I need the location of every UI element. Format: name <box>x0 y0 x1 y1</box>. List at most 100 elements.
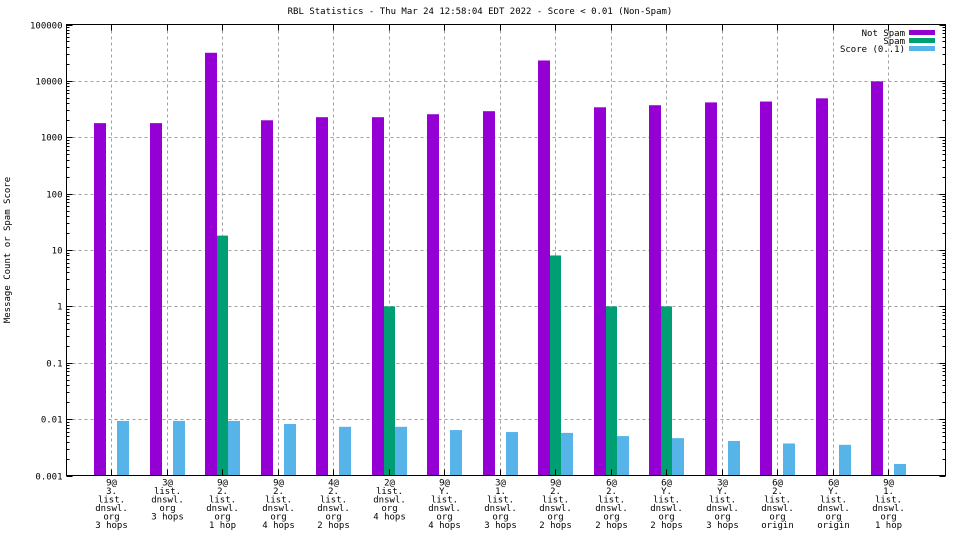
bar-not-spam <box>427 114 439 475</box>
x-tick-label: 6@ Y. list. dnswl. org origin <box>817 479 850 532</box>
x-tick-label-line: org <box>436 513 452 523</box>
x-tick-label-line: org <box>381 504 397 514</box>
x-tick-label-line: dnswl. <box>761 504 794 514</box>
bar-score-0-1 <box>117 420 129 475</box>
x-tick-label-line: 6@ <box>828 479 839 489</box>
bar-not-spam <box>705 102 717 476</box>
bar-not-spam <box>760 101 772 476</box>
x-tick-label: 6@ Y. list. dnswl. org 2 hops <box>650 479 683 532</box>
x-tick-label: 3@ list. dnswl. org 3 hops <box>151 479 184 523</box>
chart-title: RBL Statistics - Thu Mar 24 12:58:04 EDT… <box>288 7 673 17</box>
x-tick-label-line: list. <box>542 496 569 506</box>
x-tick-label-line: Y. <box>717 487 728 497</box>
x-tick-label-line: dnswl. <box>262 504 295 514</box>
bar-not-spam <box>871 81 883 475</box>
bars <box>94 52 906 476</box>
x-tick-label-line: org <box>714 513 730 523</box>
x-tick-label-line: org <box>658 513 674 523</box>
x-tick-label-line: list. <box>875 496 902 506</box>
x-tick-label-line: org <box>492 513 508 523</box>
x-tick-label-line: org <box>214 513 230 523</box>
x-tick-label-line: 2. <box>217 487 228 497</box>
x-tick-label-line: 9@ <box>106 479 117 489</box>
bar-score-0-1 <box>672 438 684 475</box>
x-tick-label-line: 2 hops <box>539 521 572 531</box>
x-tick-label: 9@ 1. list. dnswl. org 1 hop <box>872 479 905 532</box>
bar-not-spam <box>150 123 162 476</box>
x-tick-label-line: org <box>159 504 175 514</box>
x-tick-label-line: dnswl. <box>650 504 683 514</box>
bar-not-spam <box>372 117 384 475</box>
y-tick-label: 0.1 <box>46 360 62 370</box>
x-tick-label-line: 3 hops <box>151 513 184 523</box>
x-tick-label-line: 3 hops <box>706 521 739 531</box>
x-tick-label-line: 3 hops <box>484 521 517 531</box>
x-tick-label-line: 9@ <box>439 479 450 489</box>
x-tick-label-line: list. <box>487 496 514 506</box>
x-tick-label-line: 2. <box>550 487 561 497</box>
x-tick-label-line: org <box>880 513 896 523</box>
x-tick-label-line: 2 hops <box>317 521 350 531</box>
x-tick-label-line: origin <box>761 521 794 531</box>
x-tick-label-line: Y. <box>439 487 450 497</box>
x-tick-label-line: 1 hop <box>875 521 902 531</box>
x-tick-label-line: org <box>270 513 286 523</box>
y-tick-label: 1000 <box>41 134 63 144</box>
bar-not-spam <box>816 98 828 475</box>
x-tick-label: 9@ 3. list. dnswl. org 3 hops <box>95 479 128 532</box>
x-tick-label-line: dnswl. <box>484 504 517 514</box>
x-tick-label-line: dnswl. <box>317 504 350 514</box>
bar-not-spam <box>538 60 550 475</box>
x-tick-label: 9@ 2. list. dnswl. org 4 hops <box>262 479 295 532</box>
x-tick-label-line: 1. <box>883 487 894 497</box>
x-tick-label-line: list. <box>376 487 403 497</box>
x-tick-label-line: 4@ <box>328 479 339 489</box>
x-tick-label-line: 2 hops <box>650 521 683 531</box>
x-tick-label-line: dnswl. <box>428 504 461 514</box>
x-tick-label-line: 6@ <box>772 479 783 489</box>
y-tick-label: 0.001 <box>35 473 62 483</box>
x-tick-label-line: list. <box>598 496 625 506</box>
bar-score-0-1 <box>783 443 795 475</box>
x-tick-label-line: 9@ <box>217 479 228 489</box>
bar-not-spam <box>205 52 217 475</box>
x-tick-label-line: org <box>103 513 119 523</box>
x-tick-label-line: list. <box>209 496 236 506</box>
x-tick-label: 6@ 2. list. dnswl. org origin <box>761 479 794 532</box>
x-tick-label-line: 9@ <box>273 479 284 489</box>
x-tick-label-line: dnswl. <box>539 504 572 514</box>
bar-score-0-1 <box>339 426 351 475</box>
bar-score-0-1 <box>506 432 518 475</box>
x-tick-label-line: 2. <box>273 487 284 497</box>
x-tick-label-line: list. <box>764 496 791 506</box>
legend-label: Score (0..1) <box>840 45 905 55</box>
grid-lines <box>66 24 946 476</box>
bar-score-0-1 <box>284 423 296 475</box>
bar-score-0-1 <box>839 444 851 475</box>
x-tick-label-line: 6@ <box>606 479 617 489</box>
x-tick-label-line: 1. <box>495 487 506 497</box>
x-tick-label-line: 4 hops <box>428 521 461 531</box>
x-tick-label-line: dnswl. <box>373 496 406 506</box>
x-tick-label-line: dnswl. <box>817 504 850 514</box>
x-tick-label-line: list. <box>653 496 680 506</box>
bar-not-spam <box>649 105 661 476</box>
x-tick-label-line: 2. <box>772 487 783 497</box>
y-tick-label: 0.01 <box>41 416 63 426</box>
x-tick-label-line: 3@ <box>717 479 728 489</box>
x-tick-label-line: dnswl. <box>95 504 128 514</box>
x-tick-label-line: 3 hops <box>95 521 128 531</box>
x-tick-label-line: dnswl. <box>206 504 239 514</box>
y-axis-label: Message Count or Spam Score <box>3 177 13 323</box>
x-tick-label-line: org <box>603 513 619 523</box>
bar-spam <box>606 306 617 475</box>
x-tick-label-line: origin <box>817 521 850 531</box>
bar-not-spam <box>94 123 106 476</box>
x-tick-label-line: list. <box>820 496 847 506</box>
y-tick-label: 1 <box>57 303 62 313</box>
bar-score-0-1 <box>173 420 185 475</box>
x-tick-label-line: 2@ <box>384 479 395 489</box>
x-tick-label-line: 1 hop <box>209 521 236 531</box>
x-tick-label-line: 6@ <box>661 479 672 489</box>
